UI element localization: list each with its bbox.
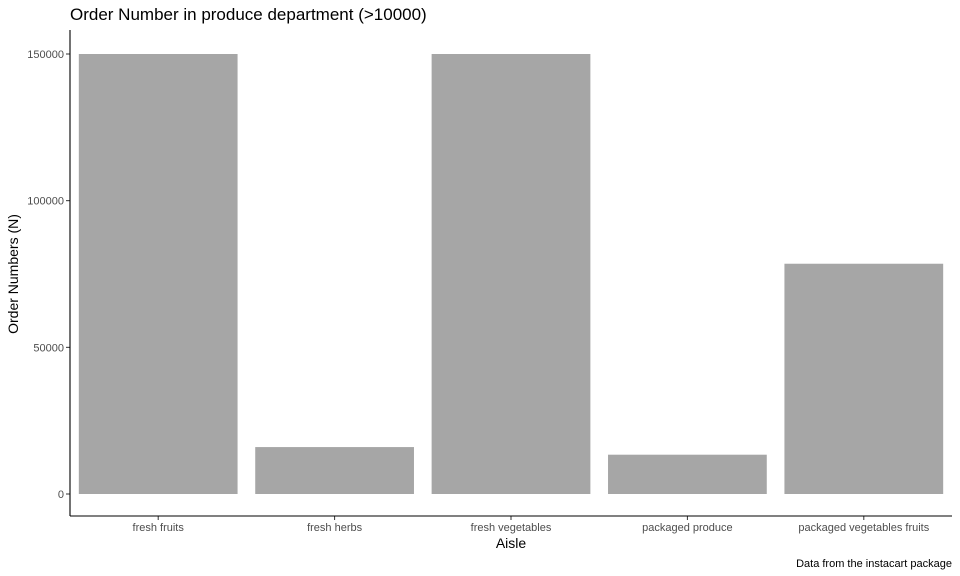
y-ticks: 0 50000 100000 150000 xyxy=(27,49,70,501)
x-tick-label: packaged produce xyxy=(642,522,733,534)
y-tick-label: 150000 xyxy=(27,49,64,61)
bars xyxy=(78,54,944,494)
bar-fresh-herbs xyxy=(255,447,414,494)
bar-packaged-produce xyxy=(608,454,767,494)
chart-caption: Data from the instacart package xyxy=(796,558,952,570)
chart-title: Order Number in produce department (>100… xyxy=(70,5,427,24)
x-tick-label: fresh vegetables xyxy=(471,522,552,534)
bar-fresh-vegetables xyxy=(431,54,591,494)
y-tick-label: 100000 xyxy=(27,196,64,208)
x-axis-title: Aisle xyxy=(496,535,527,551)
y-tick-label: 0 xyxy=(58,489,64,501)
bar-fresh-fruits xyxy=(78,54,238,494)
x-tick-label: fresh fruits xyxy=(133,522,185,534)
x-ticks: fresh fruits fresh herbs fresh vegetables p… xyxy=(133,516,930,534)
y-axis-title: Order Numbers (N) xyxy=(5,214,21,334)
bar-packaged-vegetables-fruits xyxy=(784,263,944,494)
y-tick-label: 50000 xyxy=(33,342,64,354)
x-tick-label: packaged vegetables fruits xyxy=(798,522,929,534)
x-tick-label: fresh herbs xyxy=(307,522,363,534)
